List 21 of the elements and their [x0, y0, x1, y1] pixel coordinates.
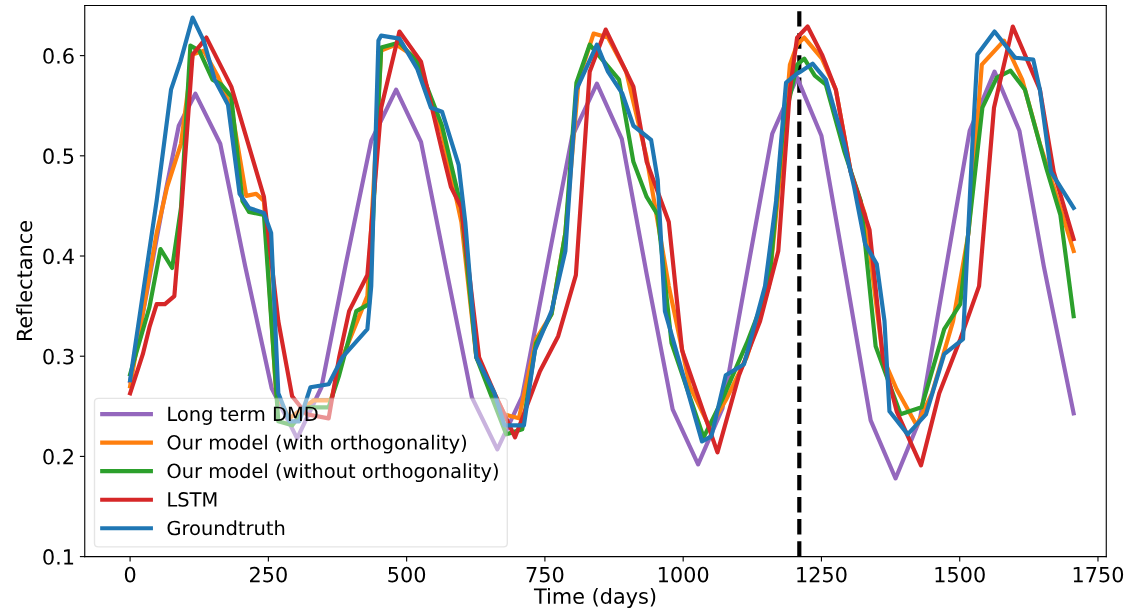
legend-label: Groundtruth: [167, 520, 285, 536]
x-tick-label: 500: [388, 566, 426, 583]
legend-label: LSTM: [168, 492, 217, 507]
x-tick-label: 1250: [797, 566, 847, 583]
y-tick-label: 0.4: [43, 248, 74, 265]
x-tick-label: 0: [124, 566, 136, 583]
y-tick-label: 0.1: [43, 549, 74, 565]
x-tick-label: 1750: [1073, 566, 1124, 583]
legend-label: Our model (without orthogonality): [167, 463, 498, 483]
x-tick-label: 250: [250, 566, 287, 583]
x-tick-label: 1500: [935, 566, 985, 583]
y-tick-label: 0.2: [43, 448, 73, 465]
y-tick-label: 0.3: [43, 348, 74, 365]
x-tick-label: 1000: [658, 566, 709, 583]
legend-label: Our model (with orthogonality): [167, 434, 467, 454]
legend-label: Long term DMD: [168, 406, 318, 425]
y-tick-label: 0.6: [43, 48, 74, 64]
y-tick-label: 0.5: [43, 148, 74, 165]
y-axis-title: Reflectance: [16, 221, 33, 341]
x-tick-label: 750: [526, 566, 564, 583]
x-axis-title: Time (days): [533, 587, 656, 609]
